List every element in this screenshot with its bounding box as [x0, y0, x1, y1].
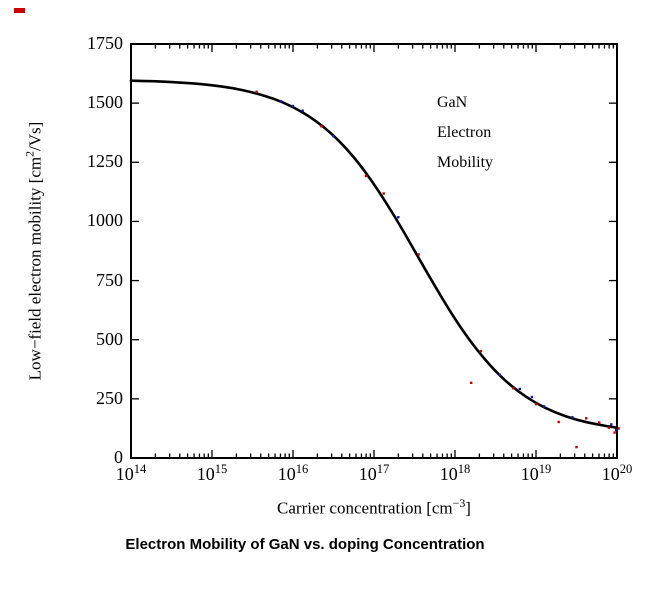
figure-caption: Electron Mobility of GaN vs. doping Conc… [125, 536, 485, 553]
x-tick-label: 1018 [439, 462, 471, 484]
x-axis-title-sup: −3 [452, 496, 466, 510]
x-tick-label: 1016 [277, 462, 309, 484]
y-axis-title-sup: 2 [22, 150, 37, 157]
y-tick-label: 750 [96, 269, 123, 290]
x-axis-title: Carrier concentration [cm−3] [277, 496, 471, 519]
y-tick-label: 500 [96, 328, 123, 349]
y-tick-label: 250 [96, 387, 123, 408]
stray-red-mark [14, 8, 25, 13]
annotation-line: GaN [437, 94, 468, 111]
x-tick-label: 1014 [115, 462, 147, 484]
x-axis-title-text: Carrier concentration [cm [277, 498, 453, 518]
plot-canvas [129, 43, 620, 459]
plot-annotation: GaN Electron Mobility [437, 88, 493, 178]
annotation-line: Mobility [437, 154, 494, 171]
y-tick-label: 1500 [87, 92, 123, 113]
x-tick-label: 1015 [196, 462, 228, 484]
y-tick-label: 1000 [87, 210, 123, 231]
x-tick-label: 1019 [520, 462, 552, 484]
x-tick-label: 1017 [358, 462, 390, 484]
y-tick-label: 1250 [87, 151, 123, 172]
plot-area: GaN Electron Mobility [129, 43, 620, 459]
x-axis-title-suffix: ] [465, 498, 471, 518]
y-tick-label: 0 [114, 447, 123, 467]
y-tick-label: 1750 [87, 33, 123, 53]
y-axis-title: Low−field electron mobility [cm2/Vs] [23, 122, 46, 381]
y-axis-title-text: Low−field electron mobility [cm [25, 156, 45, 381]
x-tick-label: 1020 [601, 462, 633, 484]
y-axis-title-suffix: /Vs] [25, 121, 45, 151]
annotation-line: Electron [437, 124, 492, 141]
